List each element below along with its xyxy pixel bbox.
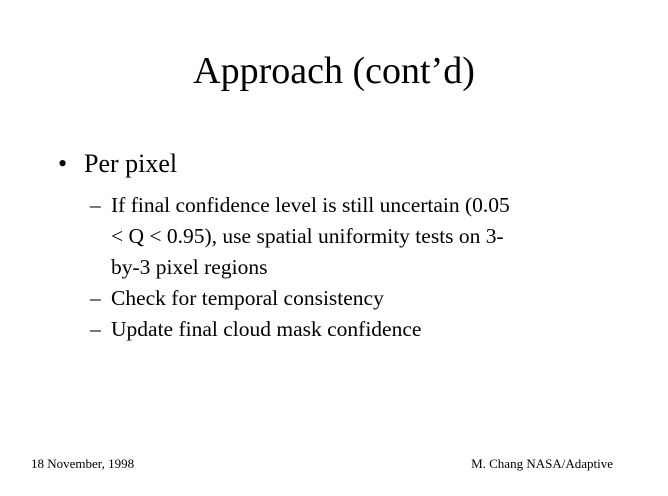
sub-bullet-item: – Update final cloud mask confidence — [90, 314, 630, 345]
sub-bullet-line: by-3 pixel regions — [111, 255, 268, 279]
sub-bullet-item: – Check for temporal consistency — [90, 283, 630, 314]
sub-bullet-item: – If final confidence level is still unc… — [90, 190, 630, 283]
sub-bullet-line: < Q < 0.95), use spatial uniformity test… — [111, 224, 504, 248]
dash-marker: – — [90, 193, 101, 217]
footer-date: 18 November, 1998 — [31, 456, 135, 471]
sub-bullet-line: If final confidence level is still uncer… — [111, 193, 510, 217]
sub-bullet-line: Check for temporal consistency — [111, 286, 384, 310]
slide-title: Approach (cont’d) — [193, 50, 475, 92]
sub-bullet-list: – If final confidence level is still unc… — [90, 190, 630, 345]
bullet-marker: • — [58, 149, 68, 178]
bullet-text: Per pixel — [84, 149, 178, 178]
bullet-per-pixel: • Per pixel — [58, 148, 177, 180]
dash-marker: – — [90, 317, 101, 341]
sub-bullet-line: Update final cloud mask confidence — [111, 317, 422, 341]
dash-marker: – — [90, 286, 101, 310]
footer-author: M. Chang NASA/Adaptive — [471, 456, 613, 471]
